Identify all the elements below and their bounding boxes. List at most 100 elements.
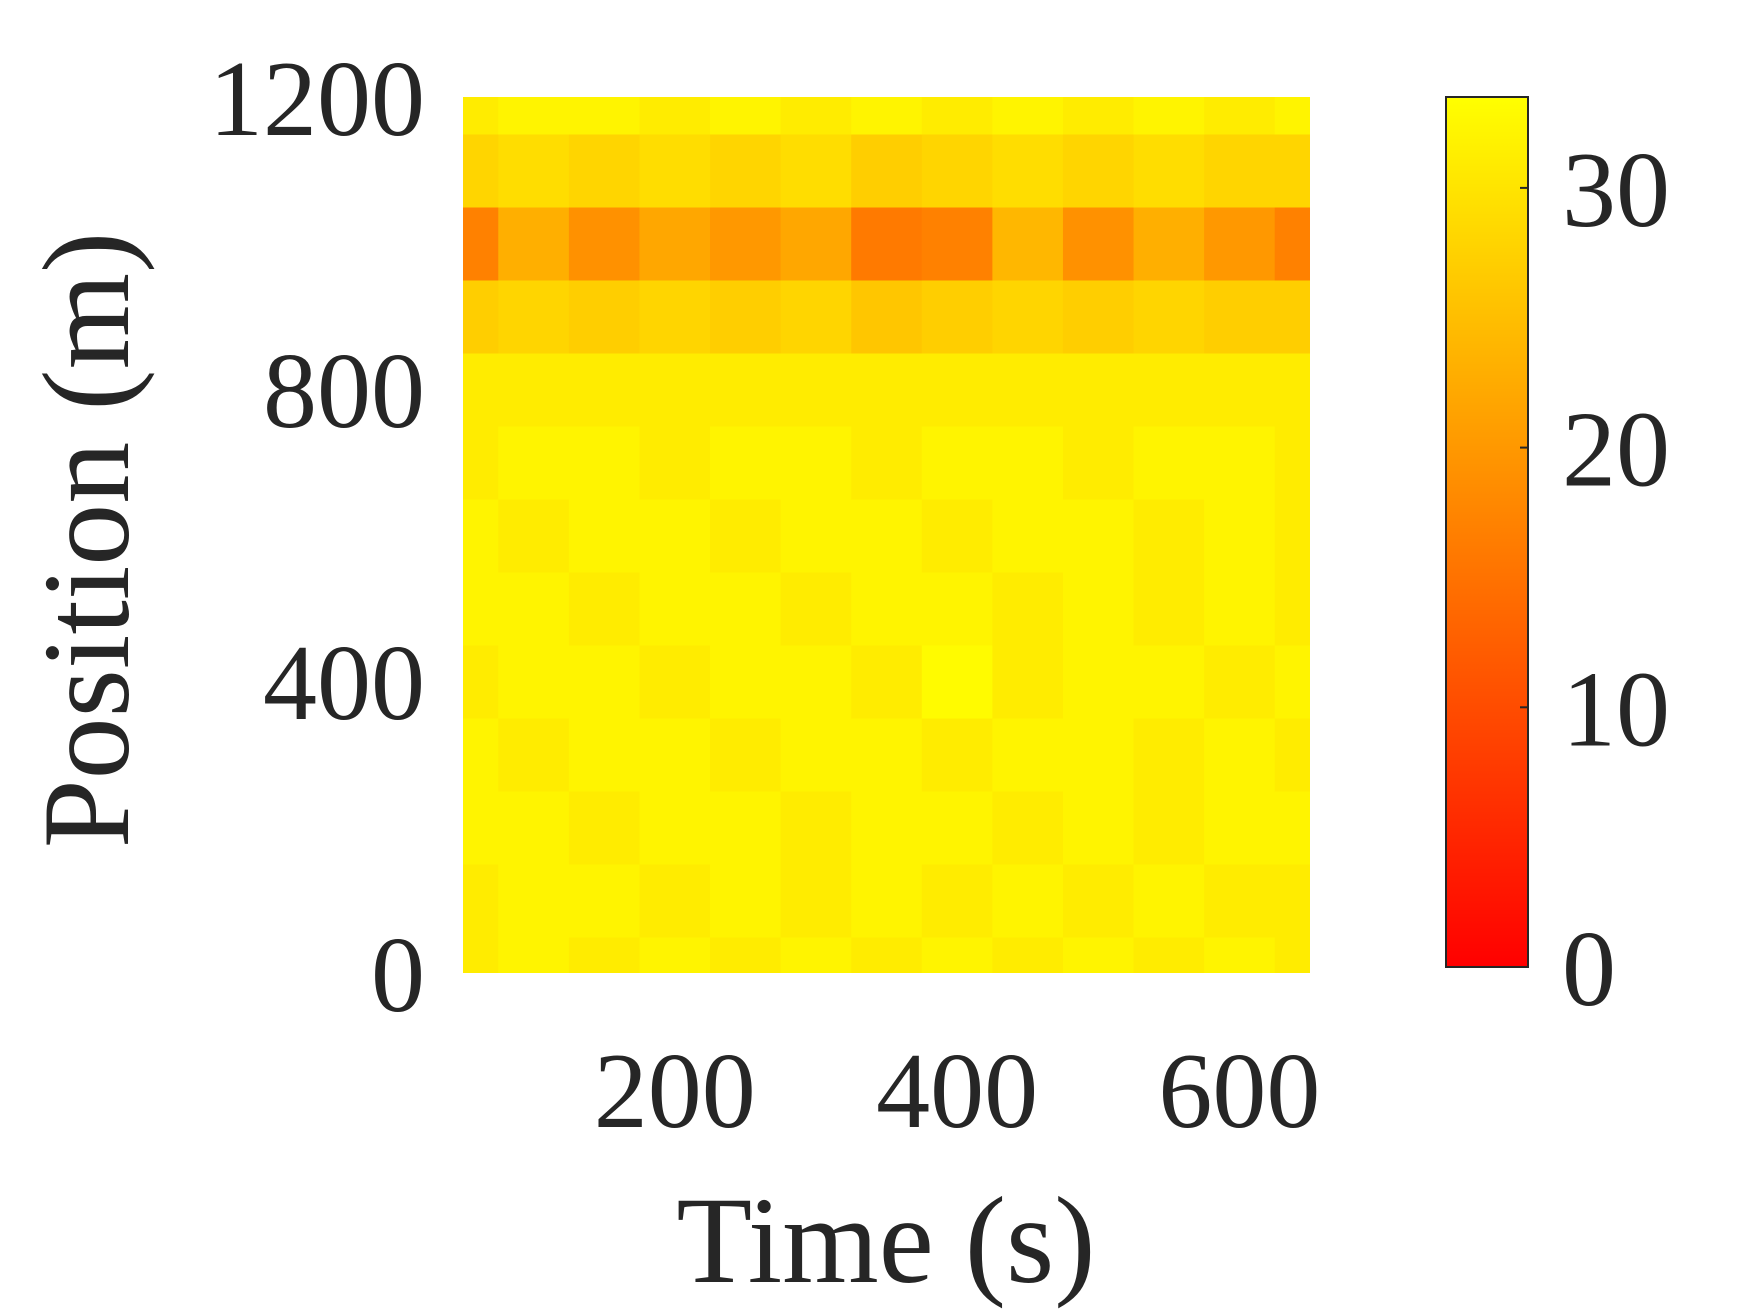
heatmap-cell bbox=[780, 644, 853, 719]
colorbar bbox=[1445, 96, 1529, 968]
heatmap-cell bbox=[780, 425, 853, 500]
heatmap-cell bbox=[1062, 352, 1135, 427]
heatmap-cell bbox=[498, 936, 570, 973]
heatmap-cell bbox=[639, 425, 712, 500]
heatmap-cell bbox=[568, 936, 641, 973]
heatmap-cells bbox=[463, 97, 1310, 973]
heatmap-cell bbox=[463, 863, 500, 938]
heatmap-cell bbox=[1062, 571, 1135, 646]
heatmap-cell bbox=[463, 936, 500, 973]
heatmap-cell bbox=[568, 863, 641, 938]
x-axis-label: Time (s) bbox=[676, 1172, 1095, 1309]
heatmap-cell bbox=[1274, 644, 1310, 719]
heatmap-cell bbox=[992, 279, 1064, 354]
heatmap-cell bbox=[568, 571, 641, 646]
heatmap-cell bbox=[1274, 425, 1310, 500]
heatmap-cell bbox=[1062, 498, 1135, 573]
y-tick-label: 0 bbox=[371, 916, 425, 1035]
heatmap-cell bbox=[780, 352, 853, 427]
heatmap-cell bbox=[1133, 425, 1206, 500]
heatmap-cell bbox=[639, 936, 712, 973]
heatmap-cell bbox=[710, 717, 782, 792]
heatmap-cell bbox=[568, 206, 641, 281]
heatmap-cell bbox=[1204, 97, 1276, 135]
heatmap-cell bbox=[1274, 936, 1310, 973]
heatmap-cell bbox=[710, 425, 782, 500]
heatmap-cell bbox=[710, 97, 782, 135]
heatmap-cell bbox=[568, 352, 641, 427]
heatmap-cell bbox=[1204, 352, 1276, 427]
heatmap-cell bbox=[780, 936, 853, 973]
heatmap-cell bbox=[780, 863, 853, 938]
heatmap-cell bbox=[568, 717, 641, 792]
heatmap-cell bbox=[498, 425, 570, 500]
heatmap-cell bbox=[1062, 863, 1135, 938]
heatmap-cell bbox=[498, 571, 570, 646]
heatmap-cell bbox=[780, 97, 853, 135]
heatmap-cell bbox=[851, 97, 923, 135]
heatmap-cell bbox=[1133, 352, 1206, 427]
heatmap-cell bbox=[851, 206, 923, 281]
heatmap-cell bbox=[851, 571, 923, 646]
heatmap-cell bbox=[851, 425, 923, 500]
x-tick-label: 200 bbox=[594, 1032, 756, 1151]
heatmap-cell bbox=[1274, 133, 1310, 208]
heatmap-cell bbox=[992, 790, 1064, 865]
heatmap-cell bbox=[1062, 644, 1135, 719]
heatmap-cell bbox=[992, 352, 1064, 427]
heatmap-cell bbox=[780, 790, 853, 865]
heatmap-cell bbox=[568, 498, 641, 573]
heatmap-cell bbox=[921, 206, 994, 281]
heatmap-cell bbox=[463, 352, 500, 427]
heatmap-cell bbox=[1133, 498, 1206, 573]
heatmap-cell bbox=[710, 644, 782, 719]
heatmap-cell bbox=[780, 571, 853, 646]
heatmap-cell bbox=[1062, 97, 1135, 135]
heatmap-cell bbox=[639, 498, 712, 573]
heatmap-cell bbox=[921, 133, 994, 208]
heatmap-cell bbox=[921, 571, 994, 646]
heatmap-cell bbox=[498, 97, 570, 135]
heatmap-cell bbox=[1274, 717, 1310, 792]
heatmap-cell bbox=[1133, 863, 1206, 938]
y-tick-label: 1200 bbox=[209, 40, 425, 159]
heatmap-cell bbox=[1204, 425, 1276, 500]
heatmap-cell bbox=[1133, 206, 1206, 281]
heatmap-cell bbox=[1133, 279, 1206, 354]
heatmap-cell bbox=[639, 97, 712, 135]
heatmap-cell bbox=[921, 97, 994, 135]
heatmap-cell bbox=[498, 644, 570, 719]
heatmap-cell bbox=[1274, 97, 1310, 135]
heatmap-cell bbox=[463, 717, 500, 792]
heatmap-cell bbox=[1204, 644, 1276, 719]
y-tick-label: 800 bbox=[263, 332, 425, 451]
heatmap-cell bbox=[568, 97, 641, 135]
heatmap-cell bbox=[1204, 133, 1276, 208]
heatmap-cell bbox=[921, 498, 994, 573]
heatmap-cell bbox=[1133, 571, 1206, 646]
heatmap-cell bbox=[1204, 717, 1276, 792]
heatmap-cell bbox=[1062, 425, 1135, 500]
heatmap-cell bbox=[1062, 790, 1135, 865]
heatmap-cell bbox=[992, 936, 1064, 973]
heatmap-cell bbox=[992, 97, 1064, 135]
heatmap-cell bbox=[992, 133, 1064, 208]
heatmap-cell bbox=[498, 717, 570, 792]
colorbar-ticks: 0 10 20 30 bbox=[1520, 131, 1670, 1029]
x-tick-label: 600 bbox=[1158, 1032, 1320, 1151]
heatmap-cell bbox=[710, 279, 782, 354]
heatmap-cell bbox=[568, 133, 641, 208]
x-axis-ticks: 200 400 600 bbox=[594, 1032, 1321, 1151]
heatmap-cell bbox=[1204, 790, 1276, 865]
heatmap-cell bbox=[1204, 206, 1276, 281]
heatmap-cell bbox=[851, 279, 923, 354]
heatmap-cell bbox=[780, 717, 853, 792]
heatmap-cell bbox=[1204, 279, 1276, 354]
heatmap-cell bbox=[498, 863, 570, 938]
colorbar-tick-label: 0 bbox=[1562, 910, 1616, 1029]
heatmap-cell bbox=[1274, 571, 1310, 646]
heatmap-cell bbox=[498, 352, 570, 427]
colorbar-tick-label: 30 bbox=[1562, 131, 1670, 250]
heatmap-cell bbox=[639, 352, 712, 427]
